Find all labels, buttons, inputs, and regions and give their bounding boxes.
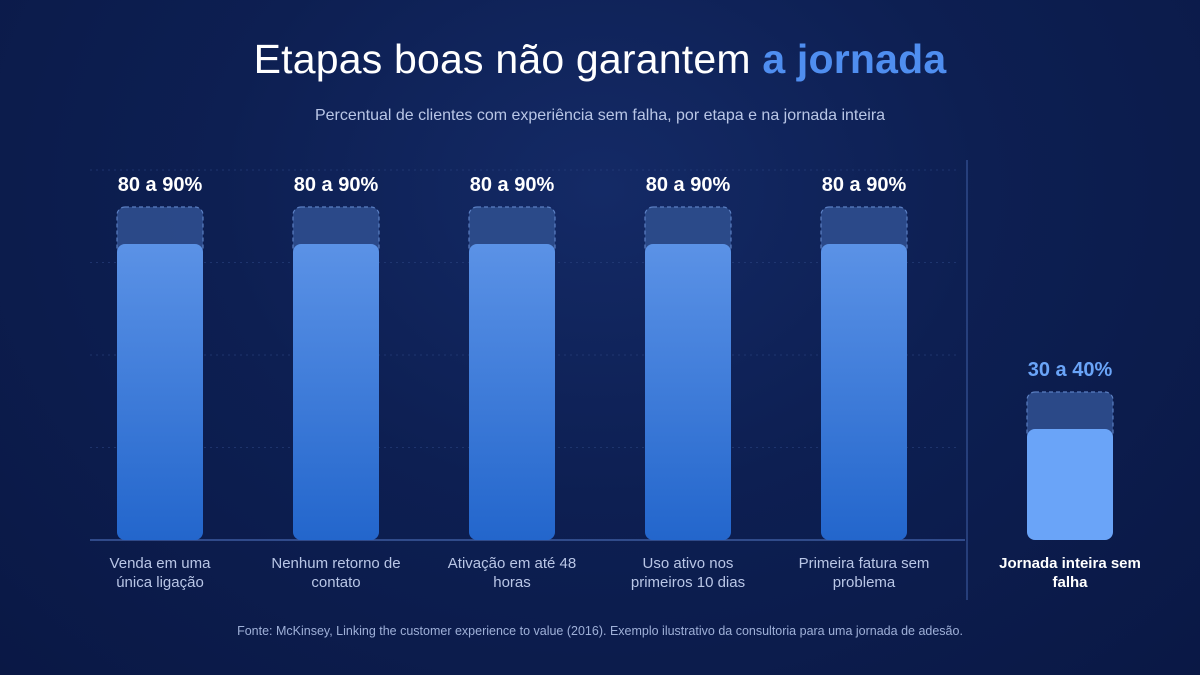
- category-label: Ativação em até 48: [448, 555, 576, 572]
- category-label: única ligação: [116, 574, 204, 591]
- data-label: 80 a 90%: [118, 174, 203, 196]
- bar: [821, 244, 907, 540]
- bar: [117, 244, 203, 540]
- data-label: 30 a 40%: [1028, 359, 1113, 381]
- chart-title: Etapas boas não garantem a jornada: [0, 36, 1200, 83]
- bar: [293, 244, 379, 540]
- category-label: Primeira fatura sem: [799, 555, 930, 572]
- category-label: problema: [833, 574, 896, 591]
- data-label: 80 a 90%: [822, 174, 907, 196]
- bar: [645, 244, 731, 540]
- data-label: 80 a 90%: [646, 174, 731, 196]
- bar: [1027, 429, 1113, 540]
- title-accent: a jornada: [762, 36, 947, 82]
- bars: [116, 206, 1114, 540]
- category-label: Venda em uma: [110, 555, 212, 572]
- title-main: Etapas boas não garantem: [253, 36, 751, 82]
- category-label: Jornada inteira sem: [999, 555, 1141, 572]
- category-label: falha: [1052, 574, 1088, 591]
- category-label: Nenhum retorno de: [271, 555, 400, 572]
- source-note: Fonte: McKinsey, Linking the customer ex…: [237, 624, 963, 638]
- bar: [469, 244, 555, 540]
- category-label: horas: [493, 574, 531, 591]
- data-label: 80 a 90%: [470, 174, 555, 196]
- category-label: contato: [311, 574, 360, 591]
- chart-subtitle: Percentual de clientes com experiência s…: [314, 107, 886, 124]
- category-label: primeiros 10 dias: [631, 574, 745, 591]
- category-label: Uso ativo nos: [643, 555, 734, 572]
- data-label: 80 a 90%: [294, 174, 379, 196]
- labels: 80 a 90% Venda em uma única ligação 80 a 90…: [110, 174, 1141, 591]
